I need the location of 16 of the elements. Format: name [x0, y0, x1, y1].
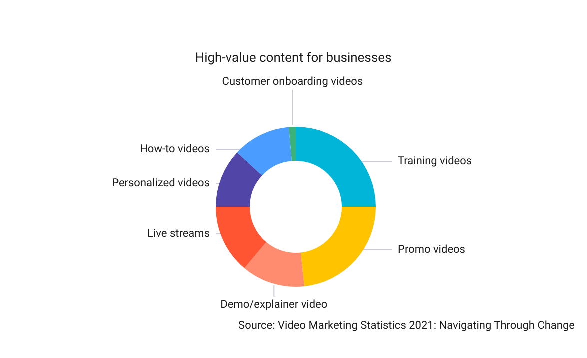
- slice-label: Promo videos: [398, 242, 466, 256]
- chart-title: High-value content for businesses: [195, 51, 392, 66]
- donut-slice: [288, 127, 296, 162]
- slice-label: Training videos: [398, 154, 472, 168]
- slice-label: Customer onboarding videos: [222, 75, 364, 88]
- donut-slice: [300, 207, 376, 287]
- source-note: Source: Video Marketing Statistics 2021: Navigating Through Change: [238, 319, 576, 332]
- donut-slice: [237, 127, 292, 176]
- donut-slice: [216, 152, 262, 207]
- slice-label: How-to videos: [140, 142, 210, 156]
- donut-slice: [244, 242, 305, 287]
- slice-label: Demo/explainer video: [220, 298, 328, 311]
- donut-slice: [296, 127, 376, 207]
- donut-slice: [216, 207, 266, 268]
- slice-label: Live streams: [148, 227, 210, 240]
- slice-label: Personalized videos: [112, 176, 210, 190]
